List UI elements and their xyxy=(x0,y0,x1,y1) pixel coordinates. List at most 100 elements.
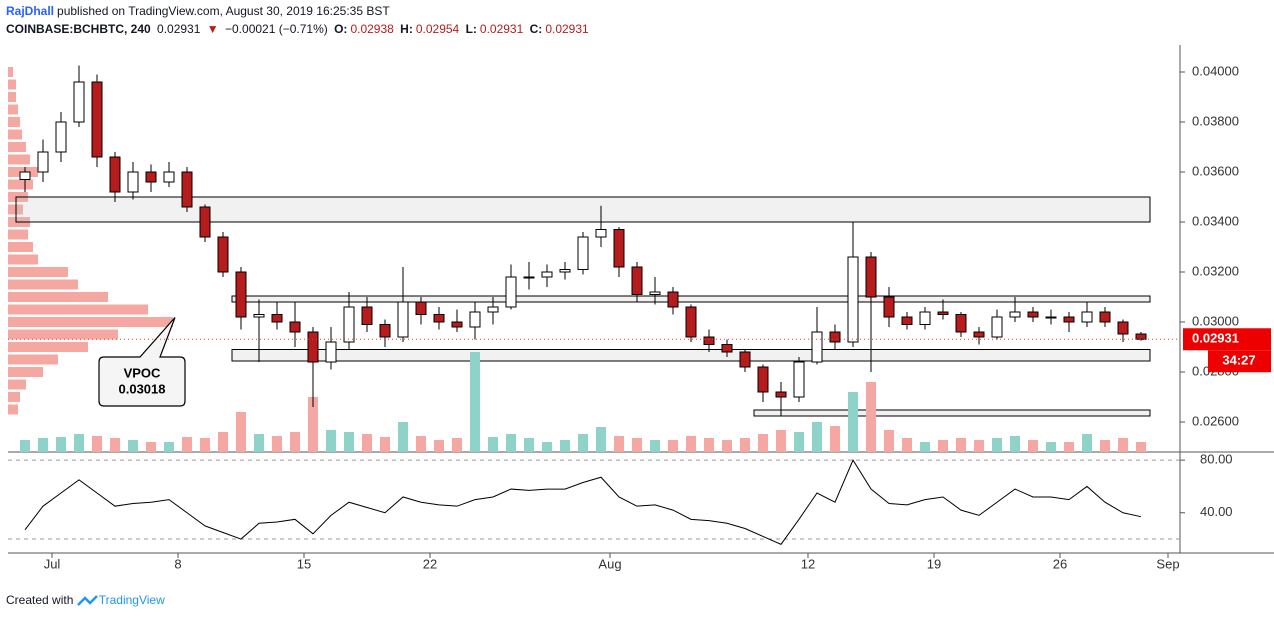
volume-bar xyxy=(722,440,732,452)
volume-bar xyxy=(632,438,642,452)
volume-bar xyxy=(884,430,894,452)
profile-bar xyxy=(8,379,26,390)
candle-body xyxy=(649,291,661,295)
candle-body xyxy=(721,344,733,353)
o-label: O: xyxy=(334,22,348,36)
vpoc-title: VPOC xyxy=(124,365,161,380)
candle-body xyxy=(973,331,985,338)
candle-body xyxy=(1081,311,1093,323)
profile-bar xyxy=(8,117,20,127)
candle-body xyxy=(1117,321,1129,335)
candle-body xyxy=(919,311,931,325)
h: 0.02954 xyxy=(415,22,460,36)
candle-body xyxy=(703,336,715,345)
profile-bar xyxy=(8,142,26,152)
volume-bar xyxy=(146,442,156,452)
volume-bar xyxy=(92,436,102,452)
candle-body xyxy=(685,306,697,338)
profile-bar xyxy=(8,154,30,165)
candle-body xyxy=(235,271,247,318)
profile-bar xyxy=(8,304,148,315)
profile-bar xyxy=(8,317,173,327)
candle-body xyxy=(469,311,481,328)
rsi-tick-label: 40.00 xyxy=(1200,504,1233,519)
volume-bar xyxy=(542,442,552,452)
author[interactable]: RajDhall xyxy=(6,4,55,18)
volume-bar xyxy=(452,438,462,452)
volume-bar xyxy=(218,432,228,452)
y-tick-label: 0.03800 xyxy=(1192,113,1239,128)
x-tick-label: 26 xyxy=(1053,556,1067,571)
x-tick-label: Aug xyxy=(598,556,621,571)
candle-body xyxy=(1135,333,1147,340)
volume-bar xyxy=(308,397,318,452)
last-price-box xyxy=(1183,328,1271,351)
volume-bar xyxy=(992,438,1002,452)
last: 0.02931 xyxy=(157,22,201,36)
candle-body xyxy=(379,324,391,338)
volume-bar xyxy=(704,438,714,452)
created: Created with xyxy=(6,593,74,607)
candle-body xyxy=(163,171,175,183)
volume-bar xyxy=(74,434,84,452)
candle-body xyxy=(631,266,643,295)
x-tick-label: 22 xyxy=(423,556,437,571)
candle-body xyxy=(577,236,589,270)
volume-bar xyxy=(1028,440,1038,452)
candle-body xyxy=(271,314,283,323)
candle-body xyxy=(901,316,913,325)
volume-bar xyxy=(1100,440,1110,452)
profile-bar xyxy=(8,254,38,265)
volume-bar xyxy=(830,426,840,452)
volume-bar xyxy=(1046,442,1056,452)
y-tick-label: 0.03400 xyxy=(1192,213,1239,228)
candle-body xyxy=(289,321,301,333)
volume-bar xyxy=(272,436,282,452)
l: 0.02931 xyxy=(479,22,524,36)
candle-body xyxy=(415,301,427,315)
candle-body xyxy=(757,366,769,393)
profile-bar xyxy=(8,242,33,252)
volume-bar xyxy=(812,422,822,452)
volume-bar xyxy=(1118,438,1128,452)
profile-bar xyxy=(8,92,16,102)
volume-bar xyxy=(650,440,660,452)
candle-body xyxy=(1027,311,1039,318)
profile-bar xyxy=(8,79,16,90)
volume-bar xyxy=(866,382,876,452)
volume-bar xyxy=(326,430,336,452)
volume-bar xyxy=(758,434,768,452)
change: −0.00021 (−0.71%) xyxy=(225,22,328,36)
volume-bar xyxy=(794,432,804,452)
candle-body xyxy=(91,81,103,158)
volume-bar xyxy=(488,437,498,452)
candle-body xyxy=(73,81,85,123)
volume-bar xyxy=(200,438,210,452)
candle-body xyxy=(487,306,499,313)
candle-body xyxy=(1009,311,1021,318)
profile-bar xyxy=(8,267,68,277)
candle-body xyxy=(325,341,337,363)
volume-bar xyxy=(686,436,696,452)
volume-bar xyxy=(380,437,390,452)
countdown-box xyxy=(1208,350,1271,373)
candle-body xyxy=(451,321,463,328)
profile-bar xyxy=(8,367,43,377)
zone xyxy=(231,349,1151,362)
vpoc-callout xyxy=(98,317,186,407)
symbol-line: COINBASE:BCHBTC, 240 0.02931 ▼ −0.00021 … xyxy=(6,22,592,36)
profile-bar xyxy=(8,279,78,290)
candle-body xyxy=(1045,316,1057,319)
volume-bar xyxy=(20,440,30,452)
volume-bar xyxy=(848,392,858,452)
x-tick-label: 19 xyxy=(927,556,941,571)
candle-body xyxy=(433,314,445,323)
x-tick-label: 8 xyxy=(174,556,181,571)
candle-body xyxy=(181,171,193,208)
volume-bar xyxy=(362,434,372,452)
candle-body xyxy=(307,331,319,363)
brand[interactable]: TradingView xyxy=(98,593,165,607)
profile-bar xyxy=(8,342,88,352)
volume-bar xyxy=(1082,434,1092,452)
candle-body xyxy=(991,316,1003,338)
